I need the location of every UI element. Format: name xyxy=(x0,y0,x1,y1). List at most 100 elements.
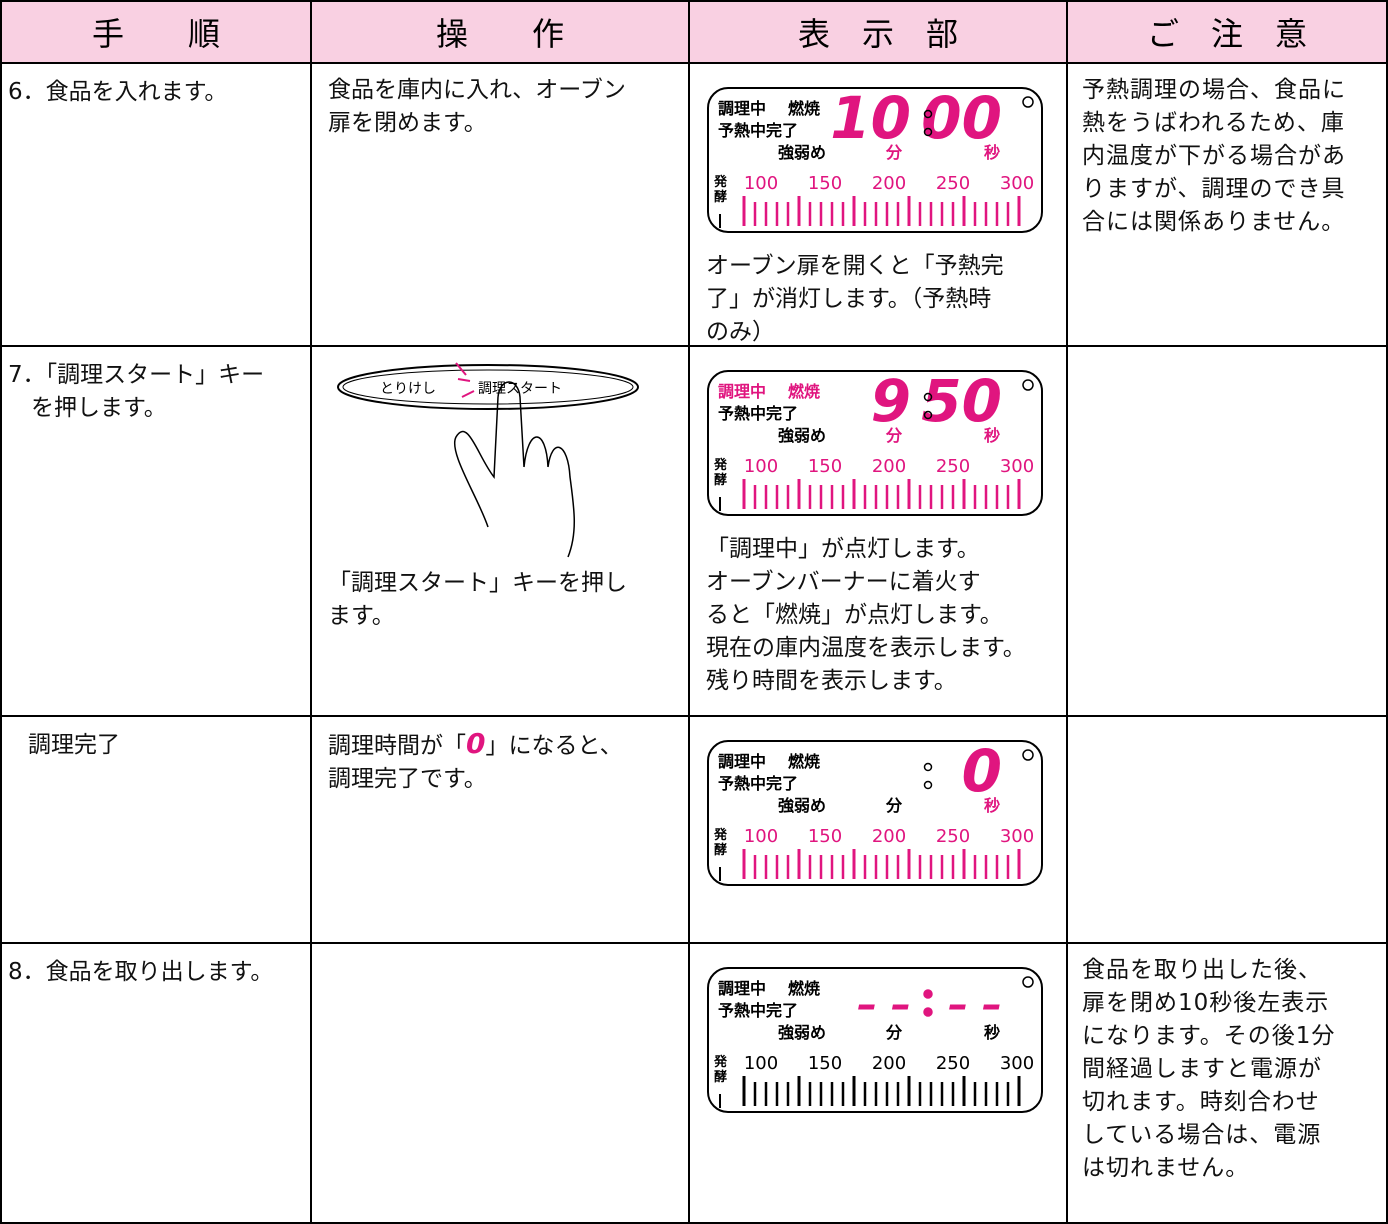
step-text-block: 6．食品を入れます。 xyxy=(2,64,310,109)
caution-text: 合には関係ありません。 xyxy=(1082,209,1346,235)
caution-text: になります。その後1分 xyxy=(1082,1023,1336,1049)
lcd-label: 調理中 xyxy=(718,99,766,118)
lcd-label: 強弱め xyxy=(778,796,826,815)
operation-area: 食品を庫内に入れ、オーブン 扉を閉めます。 xyxy=(312,64,688,140)
flash-mark xyxy=(455,362,467,376)
lcd-digits: 9 xyxy=(871,369,911,435)
lcd-label: 調理中 xyxy=(718,752,766,771)
caution-cell: 食品を取り出した後、 扉を閉め10秒後左表示 になります。その後1分 間経過しますと電… xyxy=(1068,944,1388,1224)
step-text: 7．「調理スタート」キー xyxy=(8,362,265,388)
lcd-label: 調理中 xyxy=(718,382,766,401)
lcd-scale-label: 250 xyxy=(936,456,970,477)
flash-mark xyxy=(461,390,475,398)
operation-part: 0 xyxy=(466,727,486,760)
operation-text: 調理完了です。 xyxy=(328,766,487,792)
caution-text-block: 食品を取り出した後、 扉を閉め10秒後左表示 になります。その後1分 間経過しますと電… xyxy=(1068,944,1386,1185)
lcd-colon xyxy=(923,392,933,402)
header-cell: ご 注 意 xyxy=(1068,2,1388,64)
operation-text-block: 食品を庫内に入れ、オーブン 扉を閉めます。 xyxy=(328,74,688,140)
lcd-colon xyxy=(923,780,933,790)
lcd-colon xyxy=(923,1007,933,1017)
lcd-scale-label: 100 xyxy=(744,456,778,477)
lcd-label: 強弱め xyxy=(778,143,826,162)
lcd-scale-label: 250 xyxy=(936,826,970,847)
display-cell: 調理中 燃焼 予熱中完了 強弱め 分 秒発酵 10 00 100 150 200 250 300 オーブン… xyxy=(690,64,1068,347)
step-text: 調理完了 xyxy=(28,732,120,758)
operation-text: 調理時間が「0」になると、 xyxy=(328,727,688,763)
lcd-label: 分 xyxy=(885,1023,903,1042)
operation-area xyxy=(312,944,688,954)
lcd-label: 強弱め xyxy=(778,426,826,445)
lcd-ferment: 酵 xyxy=(714,1069,727,1085)
lcd-digits: – – xyxy=(857,982,911,1028)
flash-mark xyxy=(457,378,471,382)
lcd-frame xyxy=(707,740,1043,886)
caution-text: している場合は、電源 xyxy=(1082,1122,1322,1148)
lcd-digits: 50 xyxy=(921,369,1002,435)
caution-text: りますが、調理のでき具 xyxy=(1082,176,1346,202)
caution-cell: 予熱調理の場合、食品に 熱をうばわれるため、庫 内温度が下がる場合があ りますが、調理… xyxy=(1068,64,1388,347)
caution-cell xyxy=(1068,347,1388,717)
step-text-block: 8．食品を取り出します。 xyxy=(2,944,310,989)
caution-text-block: 予熱調理の場合、食品に 熱をうばわれるため、庫 内温度が下がる場合があ りますが、調理… xyxy=(1068,64,1386,239)
step-cell: 6．食品を入れます。 xyxy=(2,64,312,347)
caution-text: 食品を取り出した後、 xyxy=(1082,957,1322,983)
button-illustration: とりけし 調理スタート xyxy=(337,362,639,558)
operation-text: 扉を閉めます。 xyxy=(328,110,487,136)
lcd-frame xyxy=(707,967,1043,1113)
caution-text: 予熱調理の場合、食品に xyxy=(1082,77,1346,103)
lcd-label: 予熱中完了 xyxy=(718,121,798,140)
lcd-label: 燃焼 xyxy=(788,382,820,401)
lcd-label: 秒 xyxy=(984,796,1000,815)
lcd-ferment: 酵 xyxy=(714,472,727,488)
lcd-scale-label: 250 xyxy=(936,1053,970,1074)
caution-text: 間経過しますと電源が xyxy=(1082,1056,1322,1082)
operation-text: ます。 xyxy=(328,603,395,629)
display-area: 調理中 燃焼 予熱中完了 強弱め 分 秒発酵 9 50 100 150 200 250 300 「調理中」… xyxy=(690,347,1066,698)
lcd-scale-label: 250 xyxy=(936,173,970,194)
step-text-block: 7．「調理スタート」キー を押します。 xyxy=(2,347,310,425)
lcd-scale-label: 100 xyxy=(744,826,778,847)
lcd-mark xyxy=(1022,976,1034,988)
lcd-colon xyxy=(923,109,933,119)
step-text: を押します。 xyxy=(8,395,167,421)
display-cell: 調理中 燃焼 予熱中完了 強弱め 分 秒発酵 0 100 150 200 250 300 xyxy=(690,717,1068,944)
step-cell: 調理完了 xyxy=(2,717,312,944)
display-cell: 調理中 燃焼 予熱中完了 強弱め 分 秒発酵 – – – – 100 150 200 250 300 xyxy=(690,944,1068,1224)
button-inner xyxy=(342,369,634,405)
lcd-colon xyxy=(923,989,933,999)
display-note-block: オーブン扉を開くと「予熱完 了」が消灯します。（予熱時 のみ） xyxy=(706,250,1066,349)
lcd-scale-label: 200 xyxy=(872,826,906,847)
operation-text-block: 調理完了です。 xyxy=(328,763,688,796)
lcd-scale-label: 200 xyxy=(872,456,906,477)
display-area: 調理中 燃焼 予熱中完了 強弱め 分 秒発酵 – – – – 100 150 200 250 300 xyxy=(690,944,1066,1116)
header-cell: 操 作 xyxy=(312,2,690,64)
step-cell: 8．食品を取り出します。 xyxy=(2,944,312,1224)
lcd-label: 分 xyxy=(885,426,903,445)
header-cell: 表 示 部 xyxy=(690,2,1068,64)
lcd-label: 秒 xyxy=(984,426,1000,445)
operation-cell: 調理時間が「0」になると、調理完了です。 xyxy=(312,717,690,944)
lcd-colon xyxy=(923,127,933,137)
lcd-label: 燃焼 xyxy=(788,752,820,771)
lcd-mark xyxy=(1022,96,1034,108)
caution-text: は切れません。 xyxy=(1082,1155,1250,1181)
lcd-scale-label: 150 xyxy=(808,826,842,847)
lcd-colon xyxy=(923,410,933,420)
lcd-scale-label: 300 xyxy=(1000,826,1034,847)
lcd-label: 秒 xyxy=(984,1023,1000,1042)
lcd-label: 燃焼 xyxy=(788,979,820,998)
lcd-digits: 00 xyxy=(921,86,1002,152)
display-area: 調理中 燃焼 予熱中完了 強弱め 分 秒発酵 10 00 100 150 200 250 300 オーブン… xyxy=(690,64,1066,349)
caution-text: 扉を閉め10秒後左表示 xyxy=(1082,990,1330,1016)
hand xyxy=(453,381,575,558)
step-text: 6．食品を入れます。 xyxy=(8,79,228,105)
lcd-colon xyxy=(923,762,933,772)
display-note-block: 「調理中」が点灯します。 オーブンバーナーに着火す ると「燃焼」が点灯します。 現在の… xyxy=(706,533,1066,698)
lcd-frame xyxy=(707,87,1043,233)
lcd-label: 燃焼 xyxy=(788,99,820,118)
